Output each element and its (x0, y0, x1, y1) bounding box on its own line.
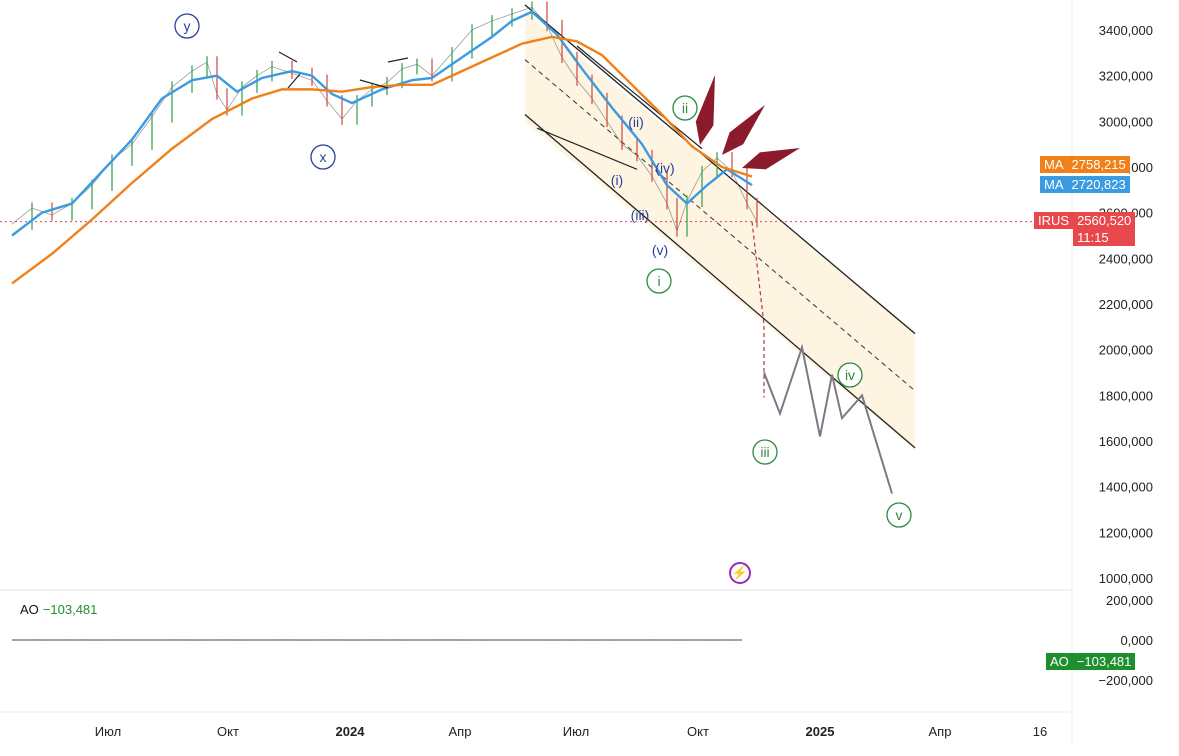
ao-tag: AO −103,481 (1046, 653, 1136, 670)
price-axis-tick: 2400,000 (1099, 251, 1153, 266)
price-tag: IRUS 2560,520 11:15 (1034, 212, 1136, 246)
wave-label: v (896, 507, 903, 523)
price-symbol: IRUS (1034, 212, 1074, 229)
wave-label: y (184, 18, 191, 34)
wave-label: x (320, 149, 327, 165)
ma-blue-value: 2720,823 (1067, 176, 1130, 193)
price-axis-tick: 1800,000 (1099, 388, 1153, 403)
wave-label: (iv) (655, 160, 674, 176)
inner-channel-upper (576, 45, 703, 150)
price-value: 2560,520 (1077, 213, 1132, 228)
ao-title: AO (20, 602, 39, 617)
ao-axis-tick: −200,000 (1098, 673, 1153, 688)
wave-label-circle (646, 268, 672, 294)
trend-stroke (359, 79, 389, 89)
lightning-icon[interactable]: ⚡ (729, 562, 751, 584)
ao-value: −103,481 (42, 602, 98, 617)
ma-orange-value: 2758,215 (1067, 156, 1130, 173)
time-axis-tick: Окт (687, 724, 709, 739)
arrow-icon (722, 105, 765, 155)
ma-orange-label: MA (1040, 156, 1068, 173)
inner-channel-lower (536, 127, 638, 170)
channel-mid-line (524, 59, 916, 392)
trend-stroke (287, 73, 301, 89)
moving-average-line (11, 35, 753, 285)
price-axis-tick: 2200,000 (1099, 297, 1153, 312)
time-axis-tick: Окт (217, 724, 239, 739)
price-axis-tick: 1400,000 (1099, 480, 1153, 495)
forecast-path (763, 343, 893, 494)
time-axis-tick: Апр (929, 724, 952, 739)
ma-orange-tag: MA 2758,215 (1040, 156, 1130, 173)
ao-header: AO −103,481 (20, 602, 97, 617)
price-axis-tick: 1200,000 (1099, 525, 1153, 540)
price-axis-tick: 3200,000 (1099, 69, 1153, 84)
channel-upper-line (524, 4, 916, 335)
wave-label-circle (837, 362, 863, 388)
time-axis-tick: Июл (563, 724, 589, 739)
arrow-icon (742, 148, 800, 170)
price-axis-tick: 3400,000 (1099, 23, 1153, 38)
wave-label: i (657, 273, 660, 289)
price-axis-tick: 1000,000 (1099, 571, 1153, 586)
wave-label-circle (886, 502, 912, 528)
price-axis-tick: 3000,000 (1099, 114, 1153, 129)
trend-stroke (387, 57, 409, 63)
wave-label: (v) (652, 242, 668, 258)
price-time: 11:15 (1077, 230, 1109, 245)
ao-axis-tick: 0,000 (1120, 633, 1153, 648)
wave-label: (i) (611, 172, 623, 188)
ao-tag-value: −103,481 (1072, 653, 1136, 670)
wave-label-circle (310, 144, 336, 170)
time-axis-tick: 2025 (806, 724, 835, 739)
price-axis-tick: 1600,000 (1099, 434, 1153, 449)
arrow-icon (695, 75, 715, 145)
time-axis-tick: Июл (95, 724, 121, 739)
ma-blue-tag: MA 2720,823 (1040, 176, 1130, 193)
price-axis-tick: 2000,000 (1099, 343, 1153, 358)
time-axis-tick: 2024 (336, 724, 366, 739)
wave-label: ii (682, 100, 688, 116)
wave-label: (iii) (631, 207, 650, 223)
time-axis-tick: 16 (1033, 724, 1047, 739)
ao-axis-tick: 200,000 (1106, 593, 1153, 608)
wave-label: iii (760, 444, 769, 460)
trend-stroke (278, 51, 298, 63)
channel-lower-line (524, 113, 916, 449)
ao-tag-label: AO (1046, 653, 1073, 670)
wave-label-circle (174, 13, 200, 39)
wave-label-circle (752, 439, 778, 465)
wave-label-circle (672, 95, 698, 121)
wave-label: (ii) (628, 114, 644, 130)
ma-blue-label: MA (1040, 176, 1068, 193)
time-axis-tick: Апр (449, 724, 472, 739)
wave-label: iv (845, 367, 855, 383)
